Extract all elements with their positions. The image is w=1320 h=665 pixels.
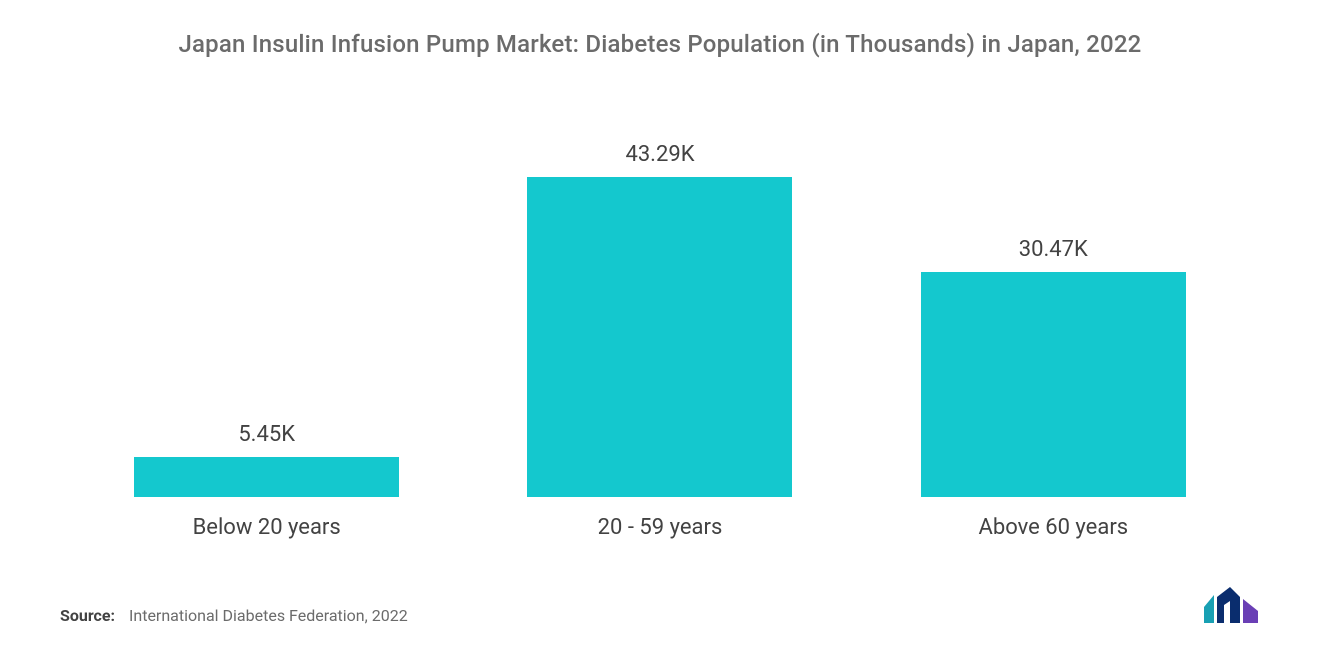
category-label-0: Below 20 years bbox=[193, 515, 341, 543]
footer: Source: International Diabetes Federatio… bbox=[50, 585, 1270, 625]
bar-0 bbox=[134, 457, 399, 497]
category-label-2: Above 60 years bbox=[979, 515, 1129, 543]
plot-area: 5.45K Below 20 years 43.29K 20 - 59 year… bbox=[50, 108, 1270, 543]
bar-2 bbox=[921, 272, 1186, 497]
bar-group-2: 30.47K Above 60 years bbox=[857, 108, 1250, 543]
brand-logo-icon bbox=[1202, 585, 1260, 625]
chart-title: Japan Insulin Infusion Pump Market: Diab… bbox=[50, 30, 1270, 108]
source-label: Source: bbox=[60, 606, 115, 625]
value-label-1: 43.29K bbox=[625, 142, 694, 167]
bar-group-1: 43.29K 20 - 59 years bbox=[463, 108, 856, 543]
source-line: Source: International Diabetes Federatio… bbox=[60, 606, 408, 625]
bar-1 bbox=[527, 177, 792, 497]
value-label-2: 30.47K bbox=[1019, 237, 1088, 262]
chart-container: Japan Insulin Infusion Pump Market: Diab… bbox=[0, 0, 1320, 665]
value-label-0: 5.45K bbox=[238, 422, 295, 447]
bar-group-0: 5.45K Below 20 years bbox=[70, 108, 463, 543]
source-text: International Diabetes Federation, 2022 bbox=[129, 606, 408, 625]
category-label-1: 20 - 59 years bbox=[598, 515, 723, 543]
